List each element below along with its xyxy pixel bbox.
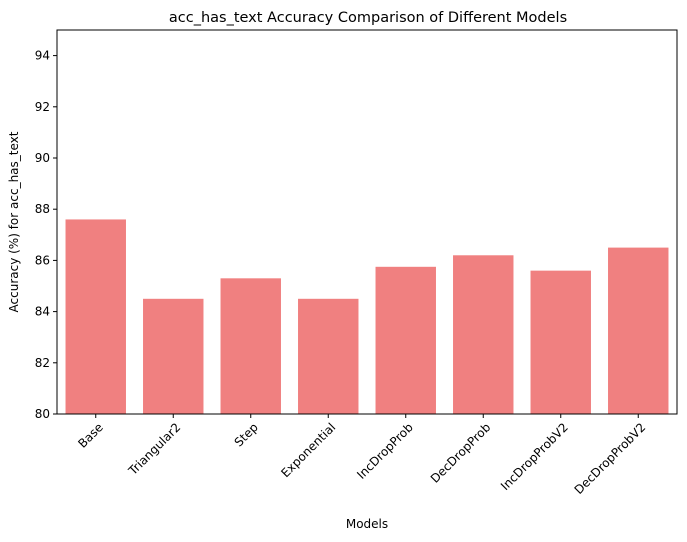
x-tick-label: IncDropProb xyxy=(354,420,416,482)
x-axis-label: Models xyxy=(346,517,388,531)
y-tick-label: 82 xyxy=(35,356,50,370)
y-axis-label: Accuracy (%) for acc_has_text xyxy=(7,131,21,312)
x-tick-label: DecDropProb xyxy=(428,420,494,486)
x-tick-label: IncDropProbV2 xyxy=(498,420,571,493)
y-tick-label: 84 xyxy=(35,305,50,319)
x-tick-label: Step xyxy=(232,420,261,449)
bar-triangular2 xyxy=(143,298,204,414)
x-tick-label: Base xyxy=(75,420,106,451)
bar-incdropprob xyxy=(375,266,436,414)
x-tick-label: Triangular2 xyxy=(125,420,183,478)
bar-step xyxy=(220,278,281,414)
y-tick-label: 94 xyxy=(35,49,50,63)
bars xyxy=(65,219,669,414)
x-tick-label: DecDropProbV2 xyxy=(572,420,649,497)
x-tick-label: Exponential xyxy=(278,420,338,480)
x-axis: Base Triangular2 Step Exponential IncDropPro… xyxy=(75,414,648,497)
bar-decdropprobv2 xyxy=(608,247,669,414)
y-tick-label: 88 xyxy=(35,202,50,216)
bar-incdropprobv2 xyxy=(530,270,591,414)
bar-base xyxy=(65,219,126,414)
y-tick-label: 92 xyxy=(35,100,50,114)
bar-exponential xyxy=(298,298,359,414)
chart-title: acc_has_text Accuracy Comparison of Diff… xyxy=(169,10,567,26)
bar-decdropprob xyxy=(453,255,514,414)
y-tick-label: 80 xyxy=(35,407,50,421)
y-tick-label: 90 xyxy=(35,151,50,165)
plot-frame xyxy=(56,29,678,415)
y-tick-label: 86 xyxy=(35,253,50,267)
y-axis: 80 82 84 86 88 90 92 94 xyxy=(35,49,57,421)
